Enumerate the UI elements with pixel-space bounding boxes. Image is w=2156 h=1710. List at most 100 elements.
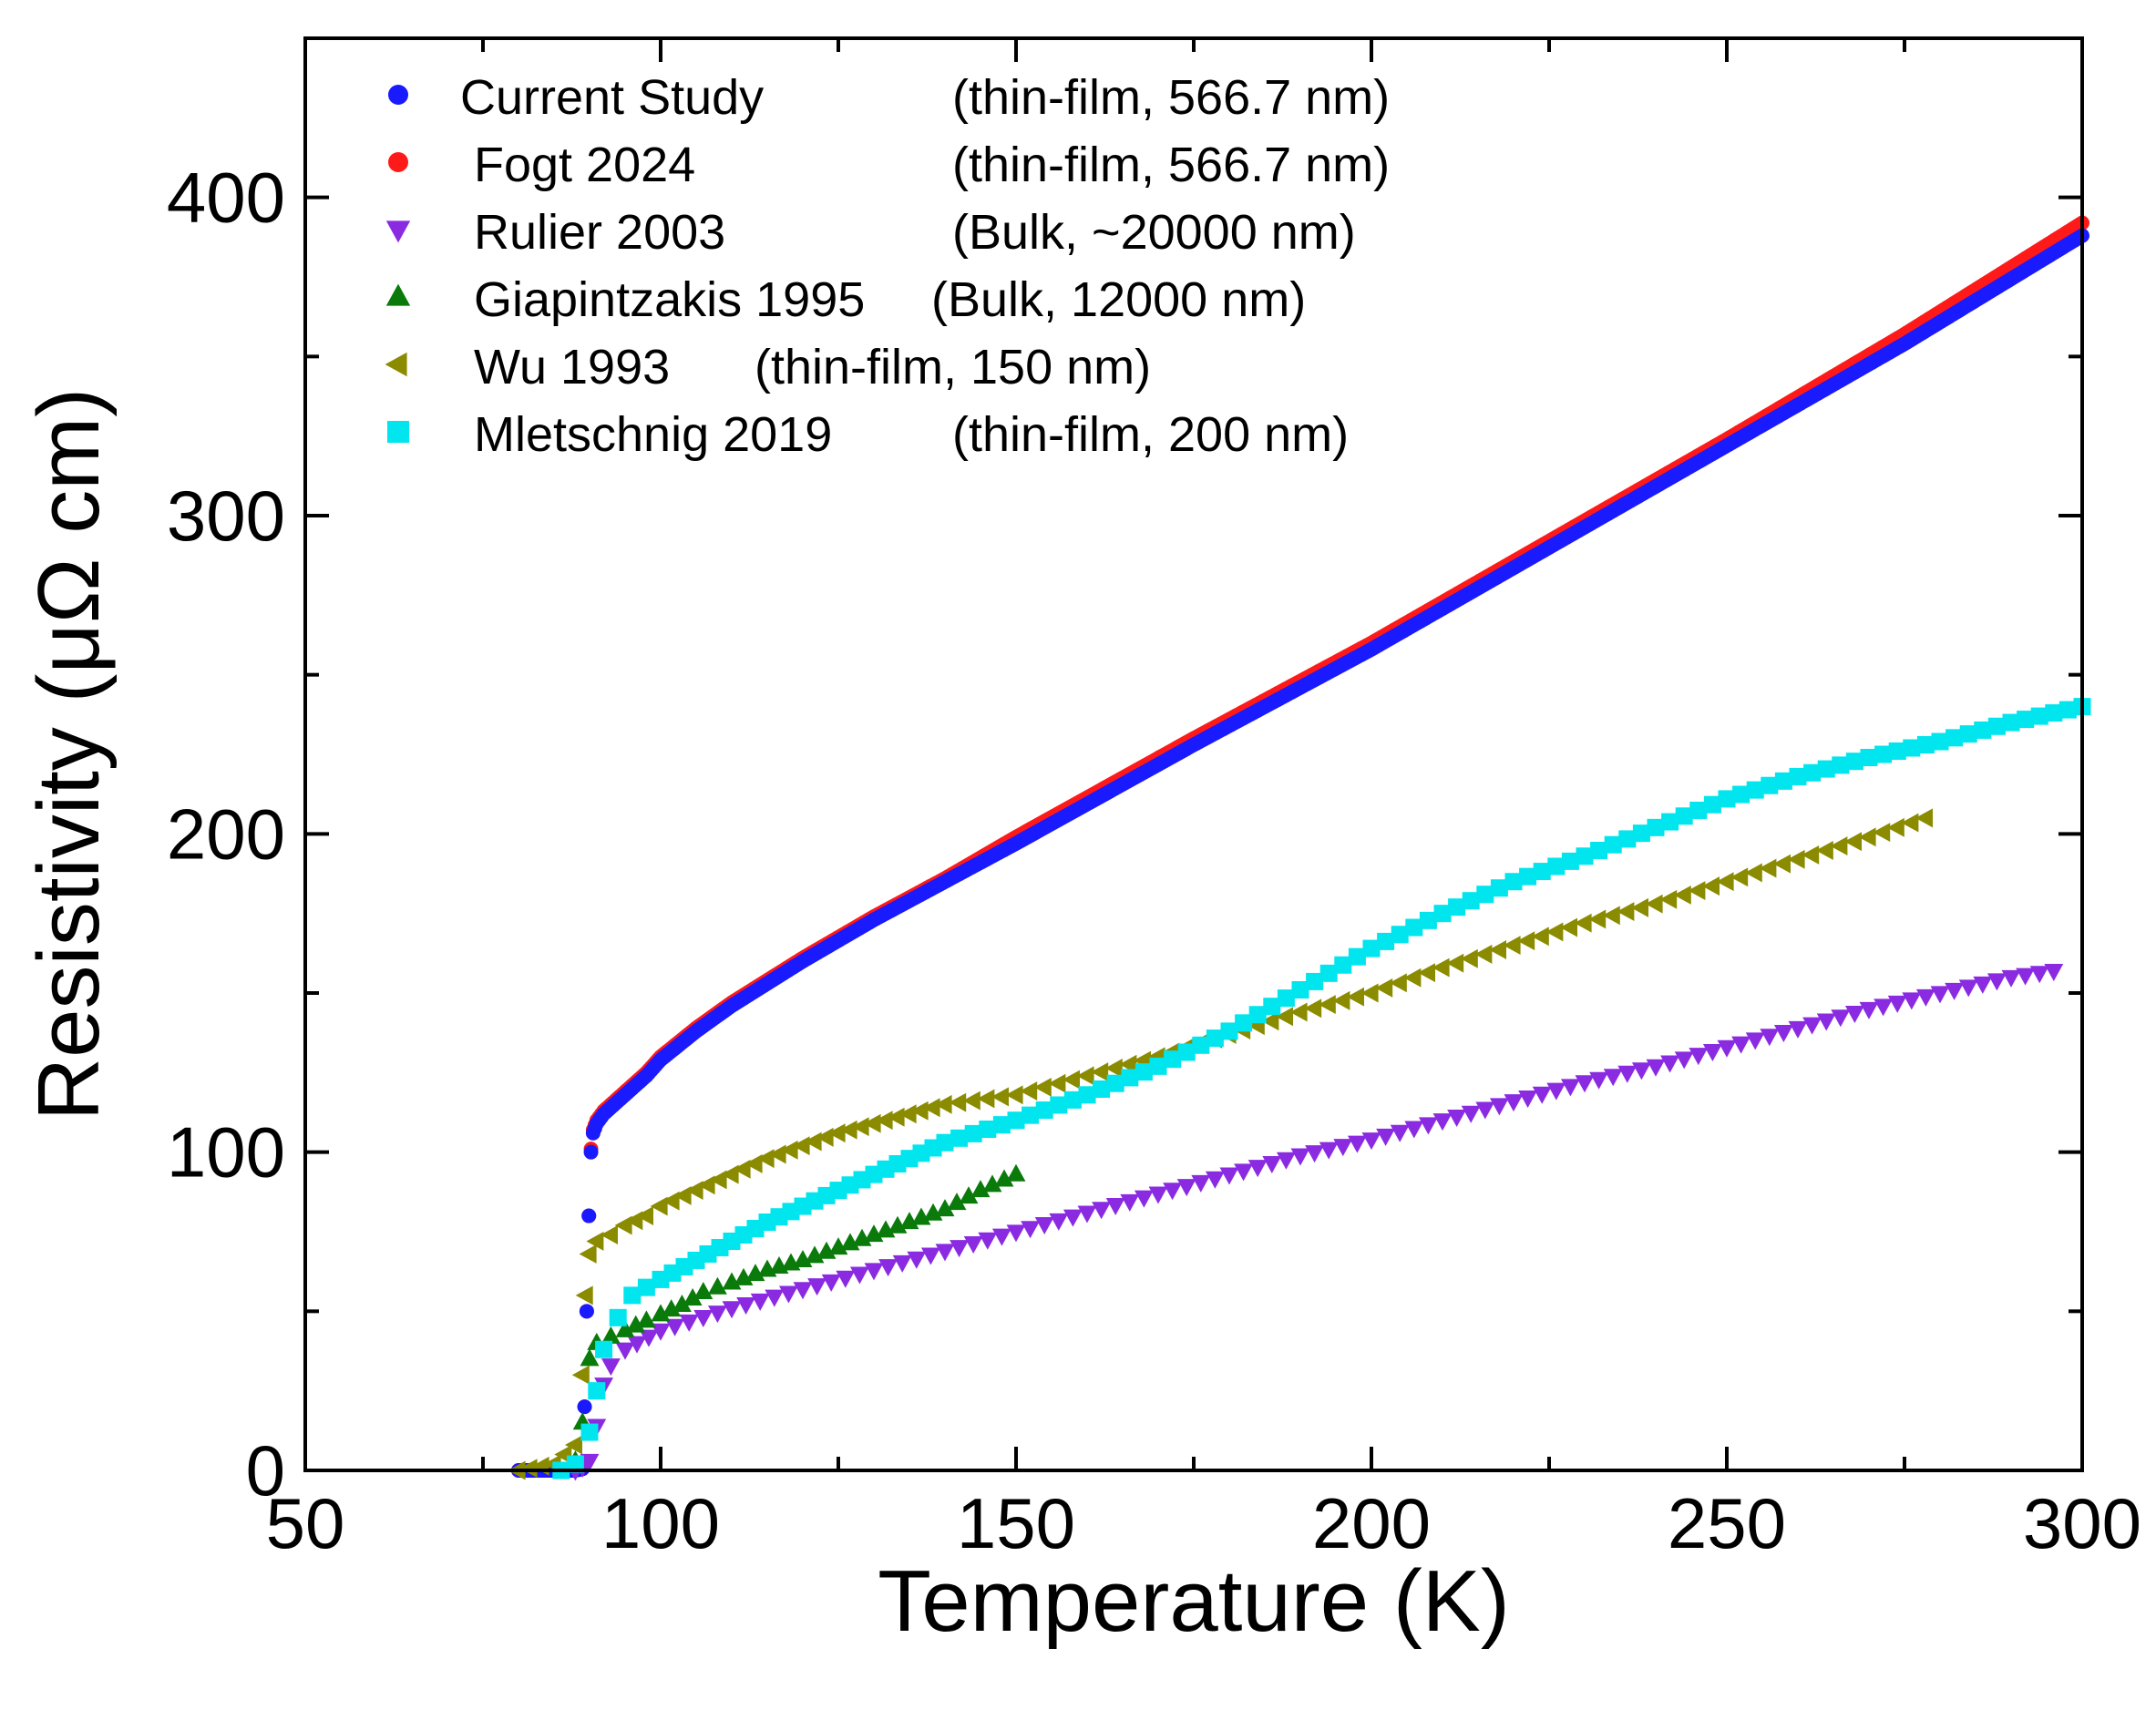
data-point-wu-1993	[1261, 1011, 1279, 1031]
data-point-rulier-2003	[651, 1323, 671, 1341]
data-point-rulier-2003	[707, 1306, 727, 1324]
data-point-mletschnig-2019	[1377, 932, 1395, 950]
data-point-wu-1993	[1360, 983, 1379, 1003]
data-point-rulier-2003	[1305, 1145, 1325, 1163]
data-point-rulier-2003	[1276, 1152, 1296, 1170]
data-point-rulier-2003	[1859, 1001, 1879, 1019]
data-point-rulier-2003	[1689, 1048, 1709, 1066]
data-point-mletschnig-2019	[588, 1382, 606, 1400]
data-point-rulier-2003	[1134, 1190, 1154, 1208]
data-point-rulier-2003	[679, 1314, 699, 1332]
data-point-wu-1993	[991, 1087, 1009, 1107]
data-point-giapintzakis-1995	[683, 1287, 703, 1306]
data-point-rulier-2003	[1831, 1009, 1851, 1028]
data-point-rulier-2003	[601, 1358, 621, 1377]
data-point-giapintzakis-1995	[580, 1348, 600, 1367]
x-tick-label: 300	[2023, 1483, 2141, 1563]
data-point-wu-1993	[1617, 902, 1635, 922]
data-point-rulier-2003	[1163, 1183, 1183, 1201]
data-point-wu-1993	[1744, 863, 1762, 883]
data-point-rulier-2003	[1404, 1121, 1424, 1139]
data-point-wu-1993	[1033, 1077, 1052, 1097]
x-axis-title: Temperature (K)	[878, 1552, 1510, 1650]
data-point-rulier-2003	[2016, 968, 2036, 986]
data-point-wu-1993	[839, 1120, 857, 1140]
data-point-mletschnig-2019	[2045, 704, 2063, 722]
data-point-rulier-2003	[1077, 1205, 1097, 1224]
axis-tick-labels: 50 100 150 200 250 300 0 100 200 300 400	[167, 158, 2141, 1563]
data-point-rulier-2003	[1319, 1142, 1339, 1160]
data-point-rulier-2003	[1219, 1167, 1239, 1185]
data-point-wu-1993	[1730, 867, 1749, 887]
data-point-mletschnig-2019	[1078, 1086, 1096, 1104]
data-point-wu-1993	[1560, 917, 1577, 937]
data-point-wu-1993	[1802, 845, 1820, 865]
x-tick-label: 200	[1312, 1483, 1431, 1563]
data-point-wu-1993	[1830, 836, 1848, 856]
data-point-mletschnig-2019	[2002, 713, 2020, 732]
data-point-rulier-2003	[991, 1228, 1011, 1246]
data-point-rulier-2003	[907, 1251, 927, 1269]
data-point-giapintzakis-1995	[615, 1319, 635, 1337]
data-point-wu-1993	[1489, 940, 1506, 959]
data-point-giapintzakis-1995	[651, 1304, 671, 1322]
data-point-mletschnig-2019	[1504, 873, 1523, 891]
data-point-wu-1993	[601, 1225, 618, 1244]
data-point-rulier-2003	[1945, 982, 1965, 1000]
data-point-giapintzakis-1995	[626, 1315, 646, 1333]
data-point-wu-1993	[863, 1113, 881, 1133]
data-point-wu-1993	[1517, 931, 1535, 951]
y-tick-label: 200	[167, 794, 285, 874]
data-point-wu-1993	[887, 1107, 905, 1127]
data-point-mletschnig-2019	[1050, 1096, 1068, 1114]
data-point-rulier-2003	[1760, 1029, 1780, 1047]
data-point-mletschnig-2019	[2030, 707, 2048, 725]
data-point-wu-1993	[1304, 998, 1322, 1019]
data-point-rulier-2003	[807, 1278, 827, 1296]
legend-marker-mletschnig-2019	[387, 421, 409, 443]
data-point-rulier-2003	[1361, 1132, 1381, 1151]
data-point-wu-1993	[1432, 957, 1450, 978]
data-point-rulier-2003	[2001, 969, 2021, 988]
data-point-current-study	[581, 1208, 597, 1224]
data-point-rulier-2003	[1447, 1109, 1467, 1127]
data-point-rulier-2003	[722, 1301, 742, 1319]
data-point-rulier-2003	[1262, 1155, 1282, 1173]
series-rulier-2003	[565, 963, 2064, 1481]
data-point-rulier-2003	[1702, 1043, 1722, 1061]
data-point-rulier-2003	[1674, 1051, 1694, 1070]
data-point-giapintzakis-1995	[636, 1310, 656, 1328]
data-point-wu-1993	[1588, 909, 1607, 929]
data-point-mletschnig-2019	[1007, 1111, 1025, 1130]
data-point-mletschnig-2019	[1703, 795, 1721, 814]
data-point-wu-1993	[962, 1091, 980, 1111]
y-tick-label: 0	[246, 1430, 285, 1510]
data-point-wu-1993	[1787, 849, 1805, 869]
data-point-wu-1993	[579, 1244, 597, 1264]
legend-label-fogt-2024: Fogt 2024	[474, 138, 695, 192]
data-point-rulier-2003	[665, 1318, 685, 1336]
data-point-mletschnig-2019	[1022, 1106, 1040, 1124]
data-point-wu-1993	[910, 1101, 929, 1121]
data-point-mletschnig-2019	[1248, 1006, 1267, 1024]
series-giapintzakis-1995	[565, 1163, 1026, 1469]
data-point-rulier-2003	[1589, 1071, 1609, 1090]
data-point-rulier-2003	[1049, 1213, 1069, 1231]
data-point-mletschnig-2019	[623, 1286, 642, 1305]
data-point-wu-1993	[1474, 944, 1493, 964]
data-point-mletschnig-2019	[1476, 886, 1494, 904]
data-point-rulier-2003	[1887, 995, 1907, 1013]
data-point-wu-1993	[571, 1365, 590, 1385]
data-point-mletschnig-2019	[1177, 1043, 1196, 1061]
legend-desc-current-study: (thin-film, 566.7 nm)	[952, 70, 1390, 125]
data-point-rulier-2003	[963, 1235, 983, 1254]
legend-marker-wu-1993	[385, 352, 407, 377]
data-point-wu-1993	[519, 1459, 538, 1479]
data-point-wu-1993	[1104, 1058, 1123, 1078]
data-point-rulier-2003	[1120, 1193, 1140, 1212]
data-point-mletschnig-2019	[1618, 830, 1637, 848]
data-point-giapintzakis-1995	[601, 1326, 621, 1344]
legend-label-mletschnig-2019: Mletschnig 2019	[474, 407, 832, 462]
data-point-mletschnig-2019	[1916, 736, 1935, 754]
legend-label-giapintzakis-1995: Giapintzakis 1995	[474, 272, 865, 327]
